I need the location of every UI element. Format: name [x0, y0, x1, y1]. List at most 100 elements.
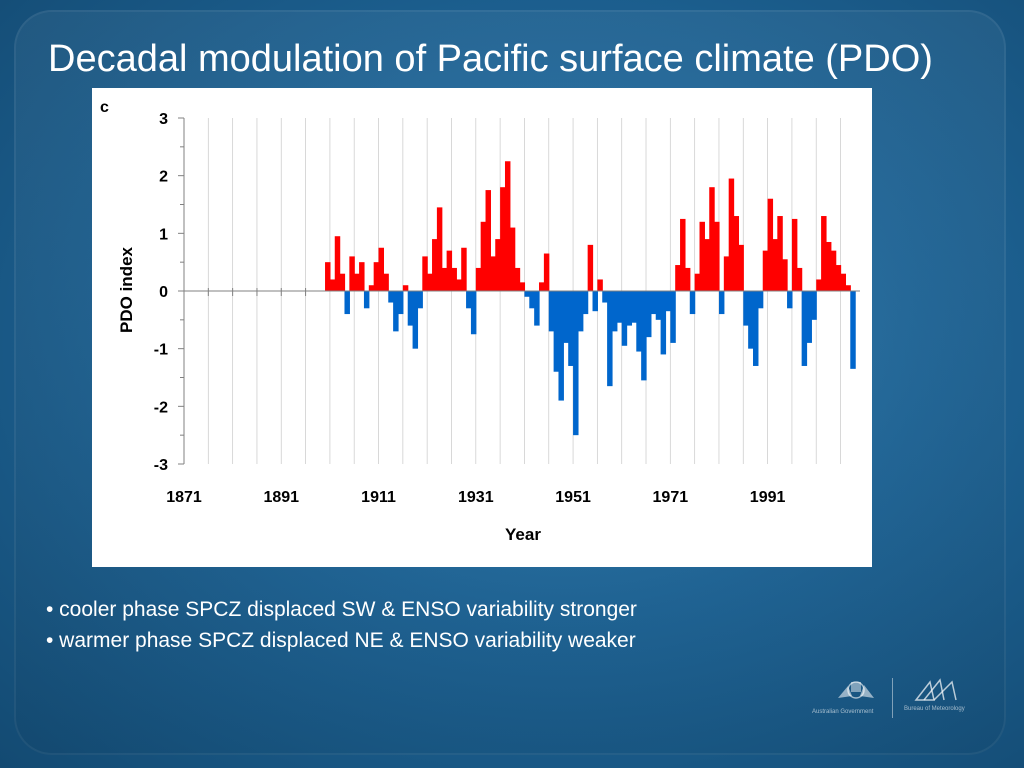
- logo-area: Australian Government Bureau of Meteorol…: [806, 676, 976, 720]
- pdo-bar: [738, 244, 744, 291]
- pdo-bar: [816, 279, 822, 291]
- pdo-bar: [446, 250, 453, 291]
- pdo-bar: [611, 291, 618, 332]
- pdo-bar: [641, 291, 647, 381]
- pdo-bar: [646, 291, 652, 338]
- x-tick-label: 1911: [361, 489, 396, 506]
- pdo-bar: [359, 262, 365, 291]
- slide-title: Decadal modulation of Pacific surface cl…: [48, 38, 933, 80]
- pdo-bar: [845, 285, 851, 291]
- pdo-bar: [475, 267, 482, 291]
- pdo-bar: [660, 291, 667, 355]
- pdo-bar: [787, 291, 793, 309]
- pdo-bar: [529, 291, 535, 309]
- pdo-bar: [407, 291, 414, 326]
- pdo-bar: [441, 267, 448, 291]
- pdo-bar: [767, 198, 774, 291]
- pdo-bar: [383, 273, 389, 291]
- pdo-bar: [631, 291, 637, 323]
- pdo-chart: 3 2 1 0 -1 -2 -3 1871 1891 1911 1931 1951 1971 1991 c…: [100, 99, 860, 544]
- pdo-bar: [500, 187, 506, 291]
- pdo-bar: [684, 267, 691, 291]
- pdo-bar: [621, 291, 628, 346]
- pdo-bar: [587, 244, 594, 291]
- pdo-bar: [524, 291, 530, 297]
- y-tick-label: -3: [154, 457, 168, 474]
- pdo-bar: [490, 256, 496, 291]
- y-tick-label: -2: [154, 399, 168, 416]
- x-axis-label: Year: [505, 525, 541, 544]
- pdo-bar: [354, 273, 360, 291]
- pdo-bar: [451, 267, 457, 291]
- pdo-bar: [704, 239, 710, 291]
- pdo-bar: [699, 221, 705, 291]
- pdo-bar: [422, 256, 428, 291]
- pdo-bar: [504, 161, 511, 291]
- pdo-bar: [626, 291, 633, 326]
- panel-label: c: [100, 99, 109, 116]
- pdo-bar: [694, 273, 701, 291]
- pdo-bar: [840, 273, 847, 291]
- pdo-bar: [344, 291, 350, 315]
- pdo-bar: [753, 291, 759, 366]
- x-tick-label: 1891: [263, 489, 299, 506]
- x-tick-label: 1931: [458, 489, 494, 506]
- pdo-bar: [801, 291, 808, 366]
- pdo-bar: [680, 218, 686, 291]
- pdo-bar: [835, 265, 842, 291]
- pdo-bar: [368, 285, 375, 291]
- y-tick-label: 2: [159, 169, 168, 186]
- bullet-list: • cooler phase SPCZ displaced SW & ENSO …: [46, 594, 637, 656]
- pdo-bar: [553, 291, 560, 372]
- pdo-bar: [417, 291, 423, 309]
- y-axis-label: PDO index: [117, 246, 136, 333]
- government-crest-icon: [838, 681, 874, 699]
- pdo-bar: [339, 273, 346, 291]
- pdo-bar: [393, 291, 399, 332]
- pdo-bar: [461, 247, 467, 291]
- bullet-item: • warmer phase SPCZ displaced NE & ENSO …: [46, 629, 636, 652]
- pdo-bar: [470, 291, 477, 335]
- pdo-bar: [597, 279, 603, 291]
- pdo-bar: [806, 291, 812, 343]
- x-tick-label: 1971: [653, 489, 689, 506]
- pdo-bar: [772, 239, 778, 291]
- pdo-bar: [616, 291, 623, 323]
- pdo-bar: [670, 291, 676, 343]
- pdo-bar: [577, 291, 584, 332]
- pdo-bar: [485, 190, 491, 291]
- bureau-logo-icon: [914, 678, 957, 701]
- chart-panel: 3 2 1 0 -1 -2 -3 1871 1891 1911 1931 1951 1971 1991 c…: [92, 88, 872, 567]
- logo-divider: [892, 678, 893, 718]
- pdo-bar: [495, 239, 501, 291]
- pdo-bar: [582, 291, 589, 315]
- pdo-bar: [548, 291, 555, 332]
- pdo-bar: [762, 250, 769, 291]
- pdo-bar: [821, 216, 827, 291]
- pdo-bar: [349, 256, 355, 291]
- chart-bars: [325, 161, 856, 436]
- pdo-bar: [480, 221, 487, 291]
- y-tick-label: 0: [159, 284, 168, 301]
- pdo-bar: [539, 282, 545, 291]
- pdo-bar: [777, 216, 783, 291]
- pdo-bar: [850, 291, 856, 369]
- x-tick-label: 1871: [166, 489, 202, 506]
- pdo-bar: [509, 227, 516, 291]
- pdo-bar: [427, 273, 433, 291]
- bureau-caption: Bureau of Meteorology: [904, 706, 965, 712]
- pdo-bar: [830, 250, 837, 291]
- pdo-bar: [568, 291, 574, 366]
- pdo-bar: [558, 291, 564, 401]
- pdo-bar: [602, 291, 608, 303]
- pdo-bar: [782, 259, 788, 291]
- pdo-bar: [733, 216, 740, 291]
- pdo-bar: [412, 291, 419, 349]
- pdo-bar: [675, 265, 681, 291]
- y-tick-label: -1: [154, 342, 168, 359]
- pdo-bar: [329, 279, 336, 291]
- x-tick-label: 1991: [750, 489, 786, 506]
- pdo-bar: [791, 218, 798, 291]
- pdo-bar: [728, 178, 735, 291]
- pdo-bar: [757, 291, 764, 309]
